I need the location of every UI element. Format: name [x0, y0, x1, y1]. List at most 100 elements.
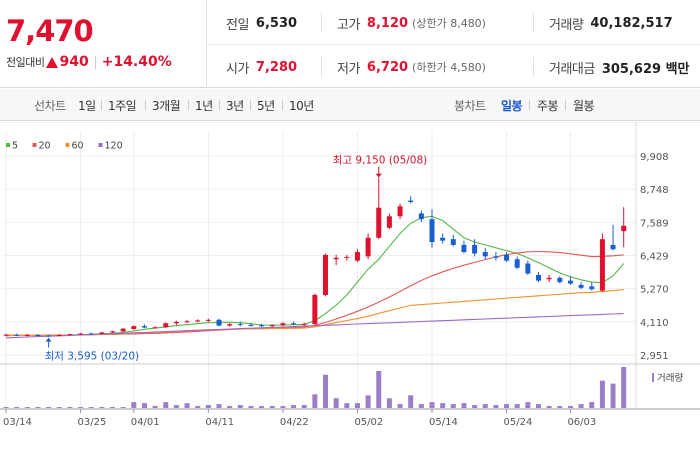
- volume-bar: [35, 407, 41, 408]
- high-value: 8,120: [366, 15, 409, 31]
- volume-bar: [536, 404, 541, 408]
- volume-label: 거래량: [549, 17, 584, 33]
- x-tick-label: 04/11: [205, 417, 234, 428]
- amount-cell: 거래대금 305,629 백만: [549, 57, 690, 77]
- amount-value: 305,629 백만: [601, 61, 690, 77]
- candle-daily-button[interactable]: 일봉: [501, 99, 523, 113]
- period-3y-button[interactable]: 3년: [226, 99, 244, 113]
- volume-bar: [546, 406, 552, 408]
- volume-bar: [429, 402, 435, 408]
- change-value: 940: [59, 54, 89, 70]
- volume-bar: [216, 404, 222, 408]
- volume-bar: [365, 395, 371, 408]
- candle-body: [312, 294, 318, 325]
- low-value: 6,720: [366, 59, 409, 75]
- toolbar-divider: [145, 100, 146, 110]
- legend-swatch: [98, 143, 103, 147]
- volume-bar: [78, 407, 84, 408]
- toolbar-divider: [282, 100, 283, 110]
- y-tick-label: 2,951: [640, 351, 669, 362]
- volume-bar: [514, 404, 520, 408]
- max-price-label: 최고 9,150 (05/08): [333, 155, 428, 167]
- volume-bar: [152, 406, 158, 408]
- candle-body: [173, 321, 179, 324]
- volume-bar: [323, 374, 328, 408]
- chart-toolbar: 선차트 1일 1주일 3개월 1년 3년 5년 10년 봉차트 일봉 주봉 월봉: [0, 89, 700, 121]
- candle-chart-label: 봉차트: [454, 99, 486, 113]
- candle-body: [259, 325, 265, 327]
- volume-bar: [408, 395, 414, 408]
- candle-body: [14, 334, 20, 336]
- y-tick-label: 6,429: [640, 252, 669, 263]
- y-tick-label: 7,589: [640, 218, 669, 229]
- volume-bar: [472, 405, 478, 408]
- candle-body: [599, 239, 605, 291]
- volume-bar: [450, 404, 456, 408]
- candle-monthly-button[interactable]: 월봉: [573, 99, 595, 113]
- period-10y-button[interactable]: 10년: [289, 99, 314, 113]
- cell-divider: [533, 57, 534, 77]
- volume-bar: [205, 405, 211, 408]
- annotations: 최고 9,150 (05/08) 최저 3,595 (03/20): [45, 155, 428, 363]
- volume-bar: [227, 406, 233, 408]
- volume-bar: [493, 405, 499, 408]
- candle-body: [88, 333, 94, 335]
- volume-bar: [599, 380, 605, 408]
- low-label: 저가: [337, 61, 360, 77]
- candle-body: [557, 277, 563, 283]
- volume-bar: [504, 404, 510, 408]
- legend-swatch: [32, 143, 37, 147]
- y-axis: 9,908 8,748 7,589 6,429 5,270 4,110 2,951: [640, 152, 669, 362]
- candle-body: [99, 332, 105, 334]
- prev-close-value: 6,530: [255, 15, 298, 31]
- x-tick-label: 05/02: [354, 417, 383, 428]
- volume-bar: [259, 406, 265, 408]
- legend-swatch: [6, 143, 10, 147]
- x-tick-label: 05/24: [504, 417, 533, 428]
- candle-body: [525, 263, 531, 274]
- legend-label: 120: [105, 141, 123, 152]
- period-3m-button[interactable]: 3개월: [152, 99, 181, 113]
- candle-body: [24, 335, 30, 337]
- volume-legend-label: 거래량: [657, 372, 683, 384]
- volume-bar: [120, 407, 126, 408]
- candle-body: [291, 323, 297, 325]
- lower-limit: (하한가 4,580): [412, 61, 486, 74]
- volume-bar: [131, 402, 137, 408]
- period-1y-button[interactable]: 1년: [195, 99, 213, 113]
- min-price-label: 최저 3,595 (03/20): [45, 351, 140, 363]
- period-5y-button[interactable]: 5년: [257, 99, 275, 113]
- change-row: 전일대비 940 +14.40%: [6, 54, 172, 70]
- current-price: 7,470: [6, 14, 94, 48]
- candle-weekly-button[interactable]: 주봉: [537, 99, 559, 113]
- candle-body: [472, 244, 478, 254]
- volume-bar: [24, 407, 30, 408]
- volume-bar: [525, 402, 531, 408]
- volume-bar: [354, 403, 360, 408]
- chart-legend: 5 20 60 120: [6, 141, 123, 152]
- y-tick-label: 9,908: [640, 152, 669, 163]
- period-1w-button[interactable]: 1주일: [108, 99, 137, 113]
- legend-label: 20: [39, 141, 51, 152]
- candle-body: [184, 321, 190, 323]
- candle-body: [621, 225, 627, 232]
- volume-bar: [110, 407, 115, 408]
- volume-bar: [291, 405, 297, 408]
- line-chart-label: 선차트: [34, 99, 66, 113]
- candle-body: [237, 324, 243, 326]
- volume-bar: [173, 405, 179, 408]
- volume-bar: [141, 403, 147, 408]
- open-label: 시가: [226, 61, 249, 77]
- candle-body: [493, 256, 499, 258]
- volume-bar: [418, 404, 424, 408]
- candle-body: [397, 206, 403, 217]
- candle-body: [323, 254, 328, 295]
- period-1d-button[interactable]: 1일: [78, 99, 96, 113]
- candle-body: [120, 328, 126, 332]
- high-cell: 고가 8,120 (상한가 8,480): [337, 13, 486, 33]
- volume-bar: [589, 402, 595, 408]
- volume-bar: [3, 407, 9, 408]
- candles: [3, 177, 627, 337]
- candle-body: [141, 326, 147, 328]
- candle-body: [205, 319, 211, 321]
